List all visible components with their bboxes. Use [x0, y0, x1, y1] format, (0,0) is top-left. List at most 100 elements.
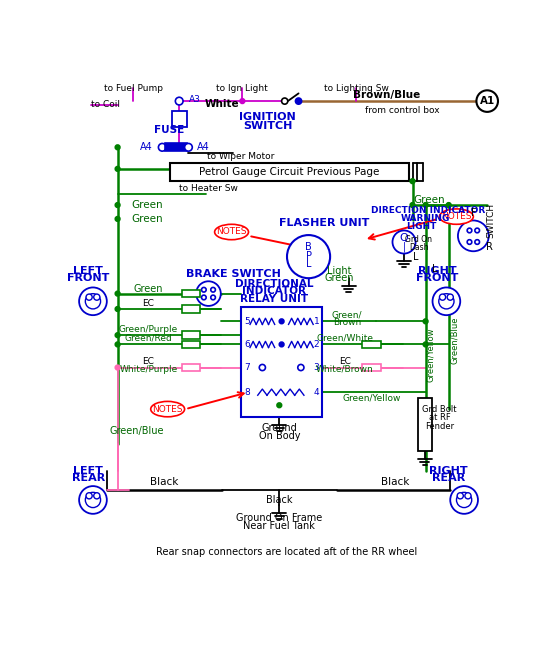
Text: LIGHT: LIGHT — [407, 222, 437, 231]
Circle shape — [175, 98, 183, 105]
Circle shape — [202, 287, 206, 292]
Bar — [181, 305, 200, 313]
Text: R: R — [486, 242, 493, 252]
Circle shape — [115, 203, 120, 207]
Circle shape — [115, 291, 120, 296]
Text: Green: Green — [131, 200, 162, 210]
Text: A4: A4 — [140, 142, 153, 152]
Circle shape — [440, 294, 446, 300]
Bar — [181, 363, 200, 371]
Circle shape — [158, 144, 166, 151]
Text: to Fuel Pump: to Fuel Pump — [104, 83, 162, 92]
Circle shape — [115, 365, 120, 370]
Text: |: | — [403, 241, 405, 252]
Text: 3: 3 — [314, 363, 319, 372]
Text: Green/: Green/ — [332, 311, 362, 320]
Text: REAR: REAR — [432, 473, 465, 484]
Text: Green/Yellow: Green/Yellow — [343, 394, 401, 403]
Text: EC: EC — [142, 357, 155, 366]
Ellipse shape — [151, 402, 185, 417]
Text: 7: 7 — [244, 363, 250, 372]
Circle shape — [94, 493, 100, 499]
Circle shape — [410, 203, 415, 207]
Circle shape — [211, 295, 216, 300]
Circle shape — [447, 294, 454, 300]
Text: WARNING: WARNING — [401, 214, 450, 224]
Text: 8: 8 — [244, 387, 250, 396]
Circle shape — [450, 486, 478, 514]
Text: Black: Black — [266, 495, 292, 505]
Text: Light: Light — [327, 265, 352, 276]
Text: Fender: Fender — [425, 422, 454, 430]
Circle shape — [115, 166, 120, 171]
Text: Green: Green — [325, 273, 354, 283]
Text: Green: Green — [131, 214, 162, 224]
Text: RIGHT: RIGHT — [430, 465, 468, 476]
Text: Q: Q — [400, 233, 408, 243]
Bar — [181, 332, 200, 339]
Text: Green: Green — [414, 194, 445, 205]
Bar — [181, 341, 200, 348]
Bar — [170, 162, 409, 181]
Text: FLASHER UNIT: FLASHER UNIT — [279, 218, 369, 227]
Circle shape — [115, 307, 120, 311]
Text: 2: 2 — [314, 340, 319, 349]
Circle shape — [477, 90, 498, 112]
Text: EC: EC — [339, 357, 351, 366]
Text: Dash: Dash — [409, 243, 428, 252]
Circle shape — [115, 216, 120, 221]
Text: to Heater Sw: to Heater Sw — [179, 183, 238, 192]
Circle shape — [79, 486, 107, 514]
Text: A1: A1 — [479, 96, 495, 106]
Text: Brown/Blue: Brown/Blue — [353, 90, 421, 100]
Circle shape — [439, 294, 454, 309]
Circle shape — [423, 319, 428, 324]
Text: Ground On Frame: Ground On Frame — [236, 514, 323, 523]
Text: L: L — [432, 264, 437, 274]
Circle shape — [423, 203, 428, 207]
Text: from control box: from control box — [365, 106, 440, 115]
Text: to Wiper Motor: to Wiper Motor — [207, 152, 274, 161]
Text: Green: Green — [134, 284, 163, 294]
Text: NOTES: NOTES — [441, 212, 472, 221]
Circle shape — [277, 403, 282, 408]
Bar — [241, 307, 323, 417]
Bar — [165, 144, 187, 151]
Text: SWITCH: SWITCH — [243, 121, 292, 131]
Circle shape — [85, 294, 101, 309]
Text: Black: Black — [150, 477, 178, 488]
Circle shape — [279, 319, 284, 324]
Text: IGNITION: IGNITION — [239, 112, 296, 122]
Text: Brown: Brown — [333, 318, 361, 328]
Text: Green/Blue: Green/Blue — [450, 316, 459, 363]
Circle shape — [432, 287, 460, 315]
Text: A3: A3 — [188, 95, 200, 104]
Text: Green/White: Green/White — [316, 333, 374, 343]
Text: INDICATOR: INDICATOR — [242, 286, 306, 296]
Text: NOTES: NOTES — [152, 404, 183, 413]
Text: Green/Red: Green/Red — [124, 333, 172, 343]
Text: FRONT: FRONT — [416, 273, 458, 283]
Text: 6: 6 — [244, 340, 250, 349]
Text: to Ign Light: to Ign Light — [217, 83, 268, 92]
Circle shape — [115, 342, 120, 346]
Text: to Coil: to Coil — [91, 101, 120, 109]
Circle shape — [458, 220, 489, 252]
Text: DIRECTION INDICATOR: DIRECTION INDICATOR — [371, 206, 485, 215]
Text: Green/Blue: Green/Blue — [110, 426, 164, 436]
Text: White/Brown: White/Brown — [316, 365, 374, 374]
Text: 1: 1 — [314, 317, 319, 326]
Text: at RF: at RF — [428, 413, 450, 422]
Text: 5: 5 — [244, 317, 250, 326]
Circle shape — [79, 287, 107, 315]
Circle shape — [259, 365, 265, 370]
Circle shape — [475, 240, 479, 244]
Circle shape — [202, 295, 206, 300]
Circle shape — [279, 342, 284, 346]
Text: LEFT: LEFT — [73, 465, 103, 476]
Text: Grd Bolt: Grd Bolt — [422, 404, 457, 413]
Text: On Body: On Body — [259, 431, 300, 441]
Text: Black: Black — [381, 477, 409, 488]
Text: FUSE: FUSE — [154, 125, 184, 135]
Circle shape — [475, 228, 479, 233]
